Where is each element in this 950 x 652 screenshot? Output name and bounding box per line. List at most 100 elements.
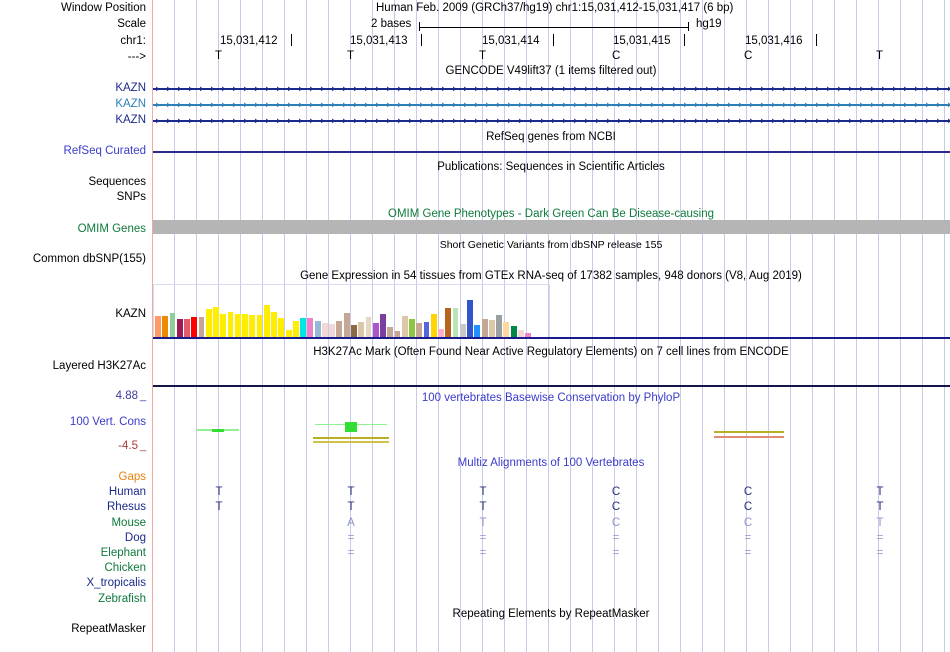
multiz-species-label[interactable]: Gaps [118,471,147,483]
gtex-tissue-bar[interactable] [336,321,343,337]
multiz-species-label[interactable]: Elephant [100,547,146,559]
conservation-bar[interactable] [345,422,357,432]
repeatmasker-label[interactable]: RepeatMasker [71,623,146,635]
gtex-tissue-bar[interactable] [510,326,517,337]
gtex-tissue-bar[interactable] [496,314,503,337]
gtex-tissue-bar[interactable] [285,329,292,337]
transcript-direction-arrow-icon: › [859,83,864,94]
multiz-base: C [611,516,621,529]
gtex-expression-barchart[interactable] [155,284,547,337]
refseq-feature-line[interactable] [153,151,950,153]
gtex-tissue-bar[interactable] [416,323,423,337]
gtex-tissue-bar[interactable] [481,318,488,337]
multiz-base: T [347,486,355,499]
transcript-direction-arrow-icon: › [826,99,831,110]
gtex-tissue-bar[interactable] [438,328,444,337]
omim-gene-feature-bar[interactable] [153,220,950,234]
gtex-tissue-bar[interactable] [205,309,212,337]
common-dbsnp-label[interactable]: Common dbSNP(155) [32,253,146,265]
gtex-tissue-bar[interactable] [169,312,176,337]
gtex-tissue-bar[interactable] [394,330,401,337]
ruler-tick-mark [684,34,685,46]
gtex-tissue-bar[interactable] [263,305,270,337]
gencode-label-1[interactable]: KAZN [115,82,146,94]
transcript-direction-arrow-icon: › [793,83,798,94]
gtex-tissue-bar[interactable] [300,317,307,337]
transcript-direction-arrow-icon: › [672,83,677,94]
transcript-direction-arrow-icon: › [309,115,314,126]
publications-sequences-label[interactable]: Sequences [88,176,146,188]
gtex-tissue-bar[interactable] [249,314,256,337]
transcript-direction-arrow-icon: › [760,115,765,126]
gtex-tissue-bar[interactable] [162,315,169,337]
gtex-tissue-bar[interactable] [314,321,321,337]
conservation-bar[interactable] [212,429,224,432]
gtex-tissue-bar[interactable] [198,316,205,337]
gtex-tissue-bar[interactable] [467,299,473,337]
transcript-direction-arrow-icon: › [342,115,347,126]
layered-h3k27ac-label[interactable]: Layered H3K27Ac [52,360,146,372]
gtex-tissue-bar[interactable] [220,313,227,337]
multiz-species-label[interactable]: Human [108,486,146,499]
gtex-tissue-bar[interactable] [372,323,379,337]
gtex-tissue-bar[interactable] [213,307,219,337]
gtex-tissue-bar[interactable] [271,311,277,337]
gtex-tissue-bar[interactable] [380,313,386,337]
gtex-tissue-bar[interactable] [445,308,452,337]
transcript-direction-arrow-icon: › [276,115,281,126]
gencode-label-3[interactable]: KAZN [115,114,146,126]
transcript-direction-arrow-icon: › [639,99,644,110]
gtex-tissue-bar[interactable] [234,314,241,337]
cons-track-label[interactable]: 100 Vert. Cons [69,416,146,428]
gencode-transcript-row[interactable]: › › › › › › › › › › › › › › › › › › › › › › › › › › › › › › › › › › › › › › › ›… [153,99,950,110]
gencode-label-2[interactable]: KAZN [115,98,146,110]
gtex-tissue-bar[interactable] [227,311,234,337]
publications-snps-label[interactable]: SNPs [116,191,146,203]
multiz-species-label[interactable]: Chicken [104,562,146,575]
multiz-base: T [215,486,223,499]
gtex-tissue-bar[interactable] [488,320,495,337]
gtex-tissue-bar[interactable] [525,332,532,337]
gtex-tissue-bar[interactable] [242,314,248,337]
gtex-tissue-bar[interactable] [452,308,459,337]
gtex-tissue-bar[interactable] [459,324,466,337]
refseq-curated-label[interactable]: RefSeq Curated [63,145,146,157]
gtex-tissue-bar[interactable] [155,315,161,337]
transcript-stem [153,88,950,90]
gtex-tissue-bar[interactable] [256,314,263,337]
transcript-direction-arrow-icon: › [441,83,446,94]
multiz-species-label[interactable]: Zebrafish [98,592,146,605]
multiz-species-label[interactable]: Dog [124,531,146,544]
gtex-tissue-bar[interactable] [430,313,437,337]
gtex-tissue-bar[interactable] [292,321,299,337]
gtex-tissue-bar[interactable] [351,325,357,337]
gtex-tissue-bar[interactable] [409,318,415,337]
gtex-tissue-bar[interactable] [503,322,510,337]
transcript-direction-arrow-icon: › [903,99,908,110]
gtex-tissue-bar[interactable] [329,324,336,337]
gencode-transcript-row[interactable]: › › › › › › › › › › › › › › › › › › › › › › › › › › › › › › › › › › › › › › › ›… [153,83,950,94]
transcript-direction-arrow-icon: › [826,83,831,94]
gtex-tissue-bar[interactable] [307,317,314,337]
gtex-tissue-bar[interactable] [387,327,394,337]
gtex-tissue-bar[interactable] [365,316,372,337]
multiz-species-label[interactable]: Mouse [111,516,146,529]
ruler-tick-label: 15,031,412 [220,35,278,47]
gtex-gene-label[interactable]: KAZN [115,308,146,320]
gtex-tissue-bar[interactable] [278,317,285,337]
gtex-tissue-bar[interactable] [184,318,190,337]
gtex-tissue-bar[interactable] [176,318,183,337]
gencode-transcript-row[interactable]: › › › › › › › › › › › › › › › › › › › › › › › › › › › › › › › › › › › › › › › ›… [153,115,950,126]
multiz-species-label[interactable]: X_tropicalis [86,577,146,590]
gtex-tissue-bar[interactable] [191,316,198,337]
gtex-tissue-bar[interactable] [401,315,408,337]
gtex-tissue-bar[interactable] [423,322,430,337]
transcript-direction-arrow-icon: › [221,115,226,126]
omim-genes-label[interactable]: OMIM Genes [77,223,146,235]
gtex-tissue-bar[interactable] [358,322,365,337]
multiz-species-label[interactable]: Rhesus [107,501,146,514]
gtex-tissue-bar[interactable] [474,325,481,337]
gtex-tissue-bar[interactable] [343,312,350,337]
gtex-tissue-bar[interactable] [517,329,524,337]
gtex-tissue-bar[interactable] [321,323,328,337]
